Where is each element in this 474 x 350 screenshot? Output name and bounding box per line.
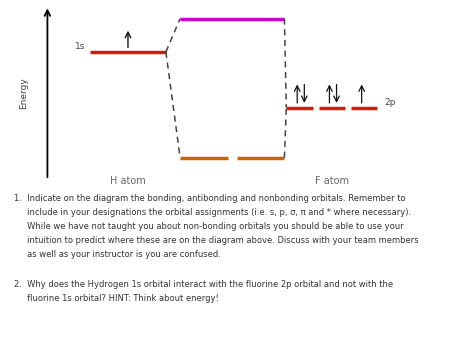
Text: While we have not taught you about non-bonding orbitals you should be able to us: While we have not taught you about non-b…	[14, 222, 404, 231]
Text: intuition to predict where these are on the diagram above. Discuss with your tea: intuition to predict where these are on …	[14, 236, 419, 245]
Text: 1.  Indicate on the diagram the bonding, antibonding and nonbonding orbitals. Re: 1. Indicate on the diagram the bonding, …	[14, 194, 406, 203]
Text: fluorine 1s orbital? HINT: Think about energy!: fluorine 1s orbital? HINT: Think about e…	[14, 294, 219, 303]
Text: Energy: Energy	[19, 77, 28, 108]
Text: 2.  Why does the Hydrogen 1s orbital interact with the fluorine 2p orbital and n: 2. Why does the Hydrogen 1s orbital inte…	[14, 280, 393, 289]
Text: as well as your instructor is you are confused.: as well as your instructor is you are co…	[14, 250, 221, 259]
Text: 2p: 2p	[384, 98, 396, 107]
Text: 1s: 1s	[75, 42, 85, 51]
Text: H atom: H atom	[110, 175, 146, 186]
Text: include in your designations the orbital assignments (i.e. s, p, σ, π and * wher: include in your designations the orbital…	[14, 208, 411, 217]
Text: F atom: F atom	[315, 175, 349, 186]
